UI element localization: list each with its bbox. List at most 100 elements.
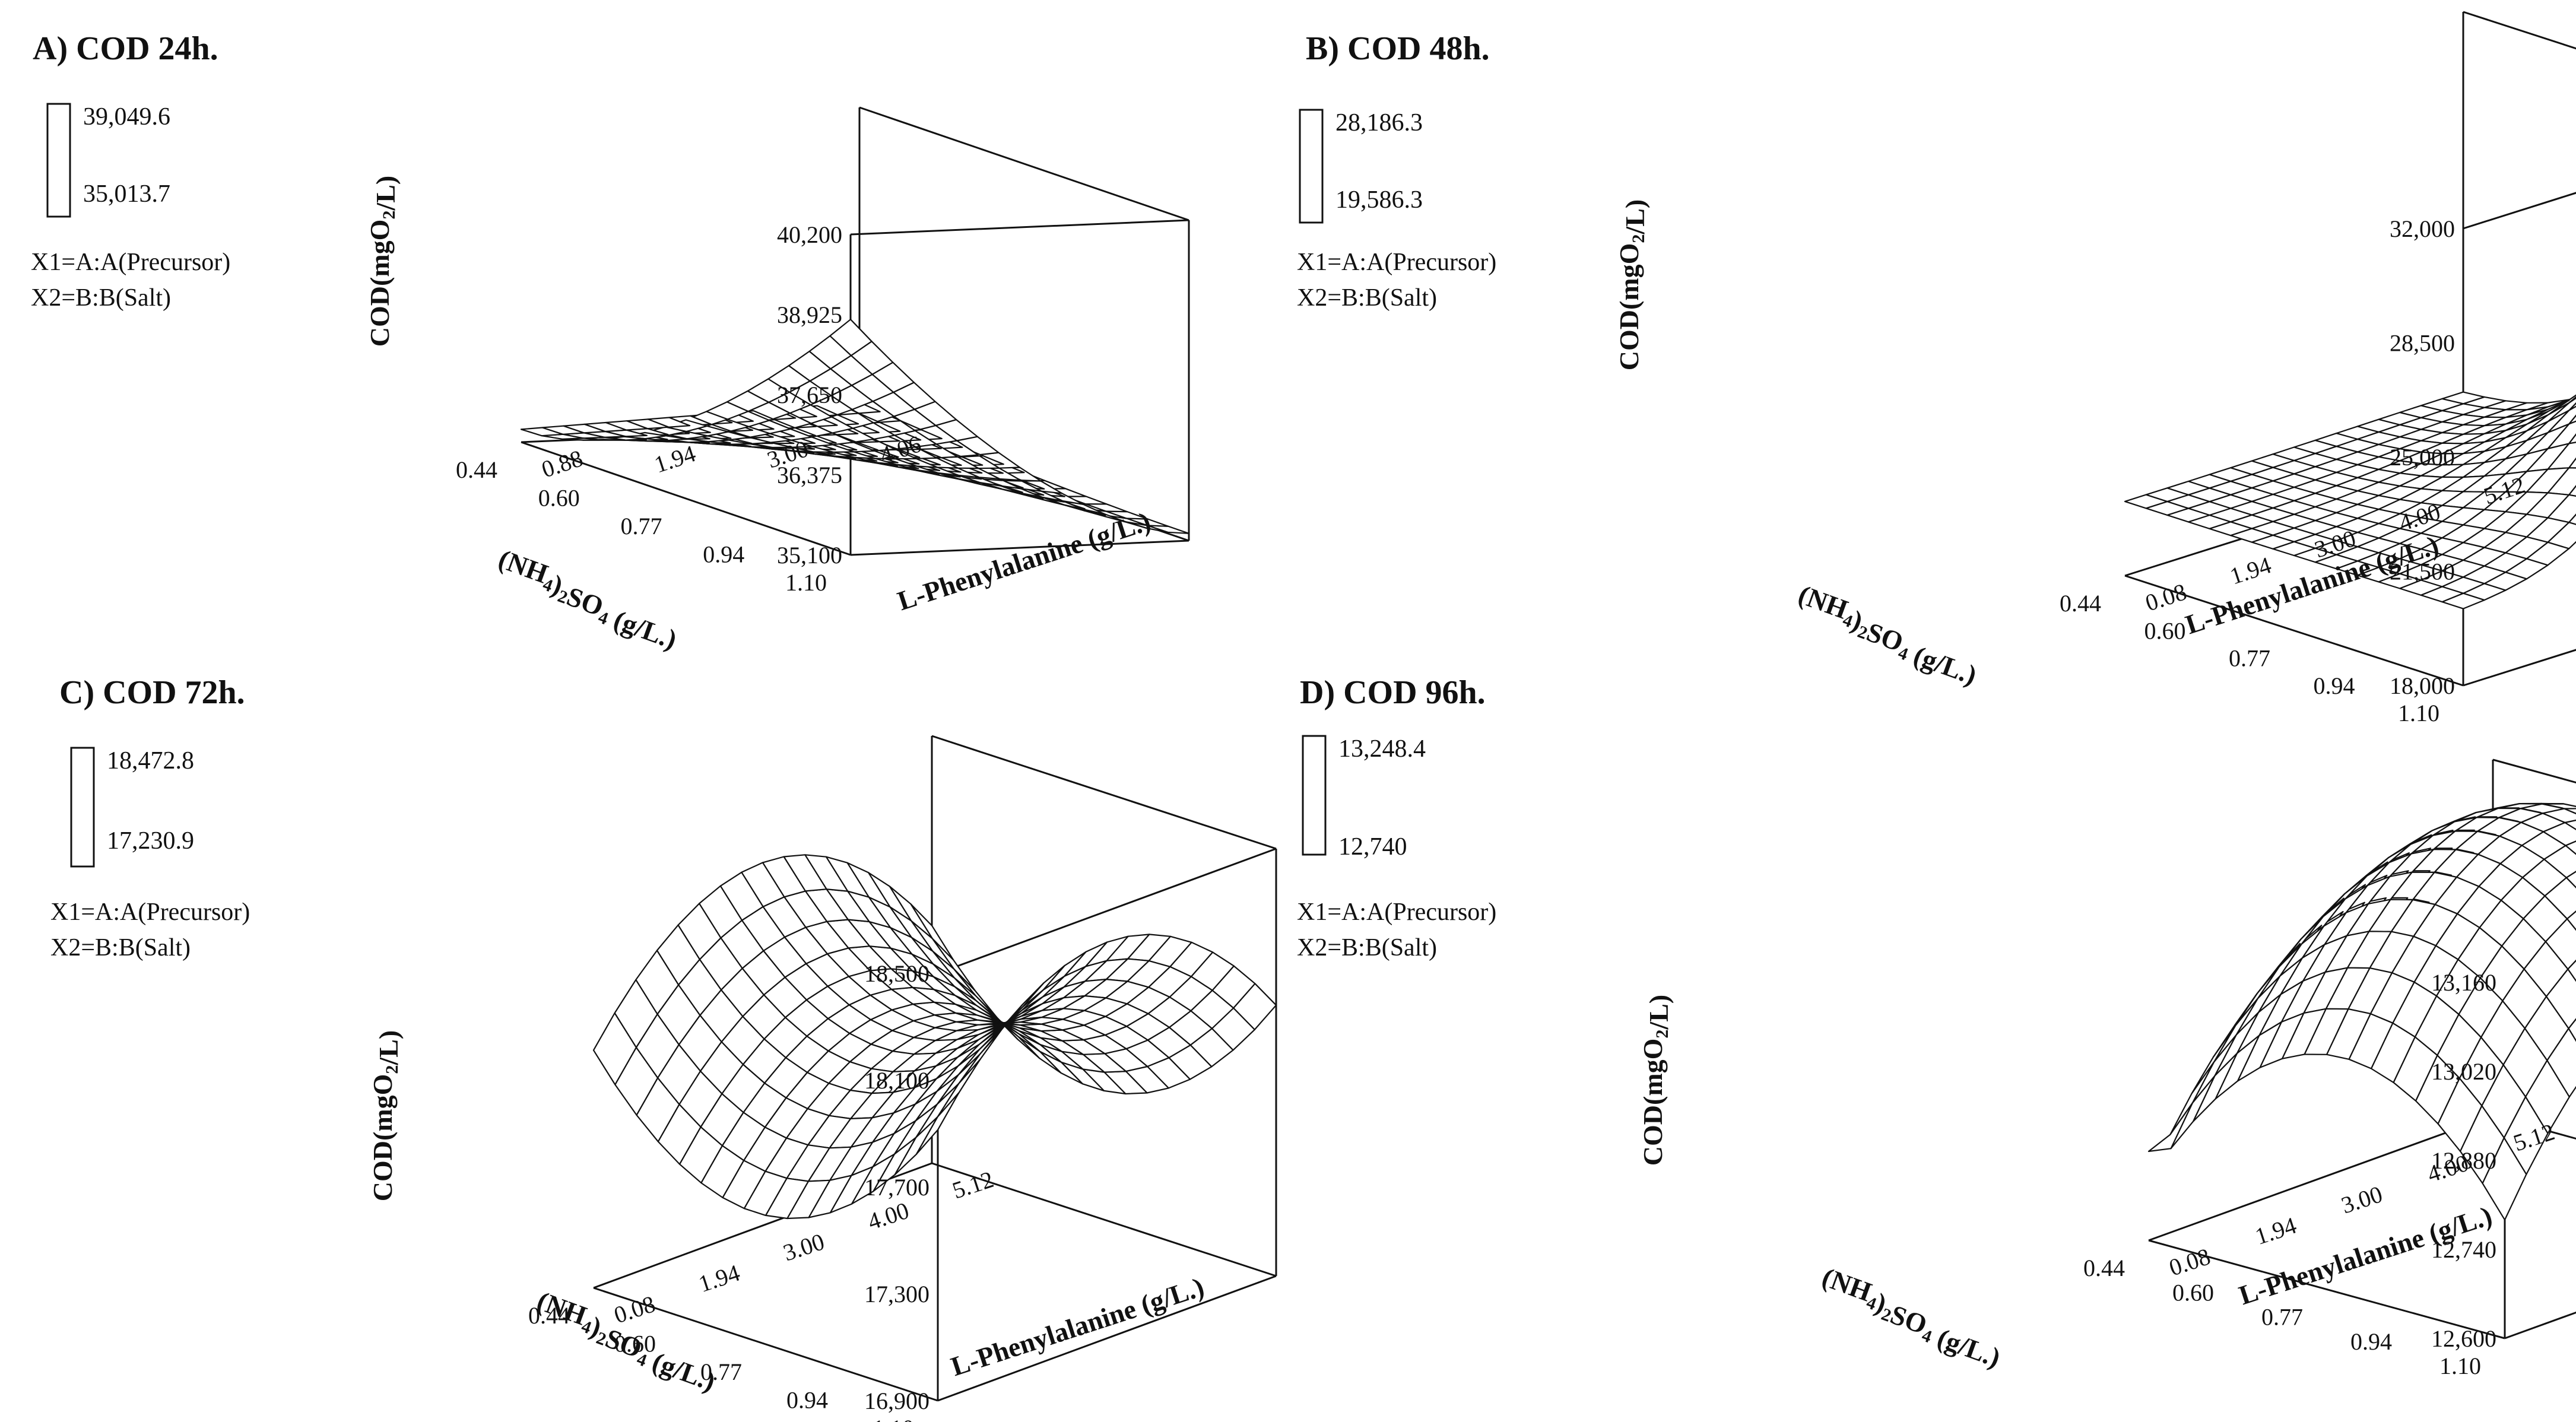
salt-tick-label: 0.44	[456, 456, 497, 483]
legend-high: 13,248.4	[1338, 735, 1426, 763]
panel-d: D) COD 96h. 13,248.4 12,740 X1=A:A(Precurso…	[1297, 674, 2576, 1379]
floor-edge-salt	[2148, 1239, 2505, 1340]
z-tick-label: 18,500	[864, 960, 929, 987]
salt-tick-label: 1.10	[2398, 700, 2439, 726]
floor-back-right	[931, 1162, 1277, 1277]
legend-swatch	[46, 103, 71, 218]
salt-tick-label: 0.60	[2144, 617, 2186, 644]
salt-axis-label: (NH4)2SO4 (g/L.)	[1812, 1262, 2010, 1373]
panel-title: D) COD 96h.	[1300, 674, 1486, 711]
surface-cell	[592, 1012, 637, 1085]
surface-mesh	[2124, 391, 2576, 610]
wall-top-right	[859, 106, 1189, 221]
wall-top-left	[850, 219, 1189, 236]
salt-tick-label: 0.77	[2229, 645, 2270, 672]
floor-edge-salt	[593, 1287, 938, 1402]
legend-x2: X2=B:B(Salt)	[50, 934, 191, 961]
salt-tick-label: 0.94	[786, 1387, 828, 1414]
salt-axis-label: (NH4)2SO4 (g/L.)	[1788, 579, 1987, 691]
salt-tick-label: 1.10	[873, 1415, 914, 1422]
floor-edge-phe	[2148, 1115, 2493, 1242]
phe-tick-label: 1.94	[651, 440, 699, 478]
phe-tick-label: 0.08	[2166, 1243, 2213, 1281]
salt-tick-label: 0.77	[621, 513, 662, 539]
floor-edge-salt	[2124, 574, 2464, 687]
wall-top-right	[2492, 758, 2576, 784]
salt-tick-label: 1.10	[785, 569, 827, 596]
floor-back-left	[2504, 1311, 2576, 1340]
legend-swatch	[1302, 735, 1327, 856]
z-tick-label: 38,925	[777, 301, 842, 328]
surface-cell	[2170, 1075, 2216, 1150]
panel-title: C) COD 72h.	[59, 674, 245, 711]
z-axis-label: COD(mgO2/L)	[367, 1030, 404, 1201]
legend-x1: X1=A:A(Precursor)	[50, 899, 250, 926]
panel-c: C) COD 72h. 18,472.8 17,230.9 X1=A:A(Precur…	[50, 674, 1277, 1422]
legend-x1: X1=A:A(Precursor)	[1297, 899, 1496, 926]
z-tick-label: 17,300	[864, 1281, 929, 1307]
panel-title: A) COD 24h.	[33, 30, 218, 67]
panel-a: A) COD 24h. 39,049.6 35,013.7 X1=A:A(Precur…	[31, 30, 1190, 655]
surface-cell	[2567, 959, 2576, 982]
salt-tick-label: 0.44	[2083, 1255, 2125, 1281]
legend-high: 18,472.8	[107, 747, 194, 775]
phe-tick-label: 3.00	[2338, 1180, 2385, 1218]
panel-title: B) COD 48h.	[1306, 30, 1490, 67]
salt-tick-label: 0.94	[2314, 672, 2355, 699]
phe-tick-label: 1.94	[695, 1259, 743, 1297]
legend-high: 28,186.3	[1335, 109, 1423, 137]
salt-tick-label: 0.60	[538, 485, 580, 512]
wall-top-right	[2463, 11, 2576, 50]
salt-tick-label: 0.77	[700, 1358, 742, 1385]
z-tick-label: 12,740	[2431, 1236, 2496, 1263]
legend-low: 19,586.3	[1335, 186, 1423, 214]
z-axis-label: COD(mgO2/L)	[1614, 199, 1650, 370]
legend-x1: X1=A:A(Precursor)	[1297, 249, 1496, 276]
z-tick-label: 12,880	[2431, 1147, 2496, 1174]
z-tick-label: 12,600	[2431, 1325, 2496, 1352]
z-tick-label: 21,500	[2390, 558, 2455, 585]
floor-back-left	[2463, 649, 2576, 687]
panel-b: B) COD 48h. 28,186.3 19,586.3 X1=A:A(Precur…	[1297, 11, 2576, 726]
surface-mesh	[592, 854, 1277, 1220]
wall-top-left	[2463, 192, 2576, 230]
phe-tick-label: 3.00	[780, 1228, 827, 1266]
legend-low: 17,230.9	[107, 827, 194, 855]
salt-tick-label: 0.44	[528, 1302, 570, 1329]
surface-cell	[2124, 494, 2168, 509]
surface-cell	[2565, 840, 2576, 855]
legend-x2: X2=B:B(Salt)	[31, 284, 171, 312]
legend-swatch	[70, 747, 95, 868]
phe-tick-label: 1.94	[2252, 1212, 2299, 1250]
z-tick-label: 13,160	[2431, 969, 2496, 996]
z-tick-label: 25,000	[2390, 444, 2455, 471]
z-axis-label: COD(mgO2/L)	[364, 176, 401, 347]
surface-mesh	[2147, 802, 2576, 1221]
phe-axis-label: L-Phenylalanine (g/L.)	[894, 506, 1154, 616]
z-tick-label: 35,100	[777, 542, 842, 569]
z-tick-label: 32,000	[2390, 215, 2455, 242]
surface-cell	[2566, 910, 2576, 931]
legend-swatch	[1299, 109, 1324, 224]
surface-mesh	[520, 319, 1190, 534]
z-tick-label: 37,650	[777, 382, 842, 408]
salt-tick-label: 0.44	[2060, 590, 2101, 617]
legend-low: 12,740	[1338, 833, 1407, 861]
legend-x1: X1=A:A(Precursor)	[31, 249, 230, 276]
surface-cell	[2147, 1102, 2193, 1153]
salt-tick-label: 1.10	[2439, 1353, 2481, 1379]
z-tick-label: 40,200	[777, 221, 842, 248]
legend-low: 35,013.7	[83, 180, 170, 208]
surface-cell	[520, 427, 564, 437]
z-tick-label: 36,375	[777, 462, 842, 488]
z-tick-label: 18,000	[2390, 672, 2455, 699]
z-axis-label: COD(mgO2/L)	[1638, 995, 1674, 1166]
surface-cell	[2568, 1018, 2576, 1042]
z-tick-label: 28,500	[2390, 330, 2455, 357]
salt-axis-label: (NH4)2SO4 (g/L.)	[488, 544, 687, 655]
legend-high: 39,049.6	[83, 103, 170, 131]
surface-cell	[2565, 871, 2576, 889]
legend-x2: X2=B:B(Salt)	[1297, 934, 1437, 961]
salt-tick-label: 0.94	[2350, 1328, 2392, 1355]
floor-back-left	[850, 539, 1189, 556]
